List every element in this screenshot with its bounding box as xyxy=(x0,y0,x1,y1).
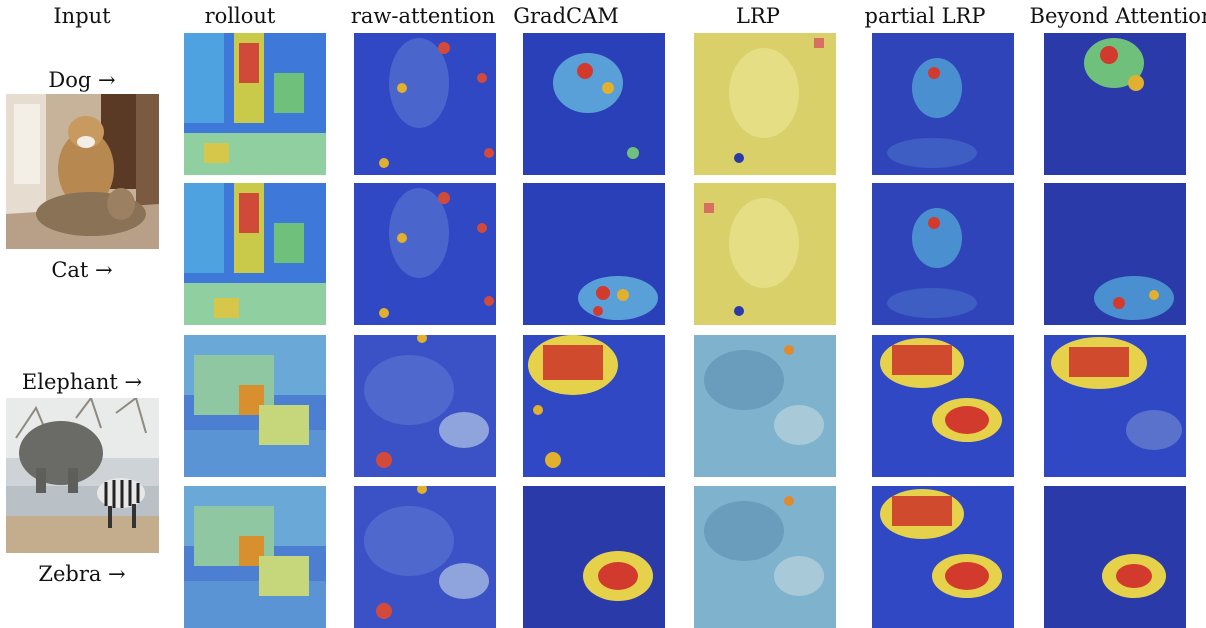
heatmap-dog-lrp xyxy=(694,33,836,175)
column-header-input: Input xyxy=(53,4,111,28)
heatmap-elephant-beyond-attention xyxy=(1044,335,1186,477)
column-header-partial-lrp: partial LRP xyxy=(864,4,986,28)
heatmap-zebra-gradcam xyxy=(523,486,665,628)
heatmap-cat-rollout xyxy=(184,183,326,325)
row-label-dog: Dog → xyxy=(48,68,116,92)
input-image-dog-cat xyxy=(6,94,159,249)
heatmap-elephant-gradcam xyxy=(523,335,665,477)
column-header-lrp: LRP xyxy=(736,4,780,28)
heatmap-cat-lrp xyxy=(694,183,836,325)
column-header-rollout: rollout xyxy=(204,4,276,28)
row-label-cat: Cat → xyxy=(51,258,113,282)
heatmap-zebra-partial-lrp xyxy=(872,486,1014,628)
heatmap-elephant-rollout xyxy=(184,335,326,477)
input-image-elephant-zebra xyxy=(6,398,159,553)
heatmap-dog-raw-attention xyxy=(354,33,496,175)
row-label-elephant: Elephant → xyxy=(21,370,143,394)
heatmap-cat-raw-attention xyxy=(354,183,496,325)
heatmap-elephant-partial-lrp xyxy=(872,335,1014,477)
row-label-zebra: Zebra → xyxy=(38,562,126,586)
heatmap-zebra-lrp xyxy=(694,486,836,628)
heatmap-zebra-beyond-attention xyxy=(1044,486,1186,628)
heatmap-elephant-raw-attention xyxy=(354,335,496,477)
heatmap-dog-rollout xyxy=(184,33,326,175)
heatmap-elephant-lrp xyxy=(694,335,836,477)
heatmap-cat-beyond-attention xyxy=(1044,183,1186,325)
column-header-raw-attention: raw-attention xyxy=(350,4,496,28)
heatmap-dog-beyond-attention xyxy=(1044,33,1186,175)
heatmap-cat-gradcam xyxy=(523,183,665,325)
heatmap-cat-partial-lrp xyxy=(872,183,1014,325)
heatmap-dog-partial-lrp xyxy=(872,33,1014,175)
heatmap-dog-gradcam xyxy=(523,33,665,175)
column-header-beyond-attention: Beyond Attention xyxy=(1029,4,1206,28)
heatmap-zebra-raw-attention xyxy=(354,486,496,628)
column-header-gradcam: GradCAM xyxy=(513,4,619,28)
heatmap-zebra-rollout xyxy=(184,486,326,628)
